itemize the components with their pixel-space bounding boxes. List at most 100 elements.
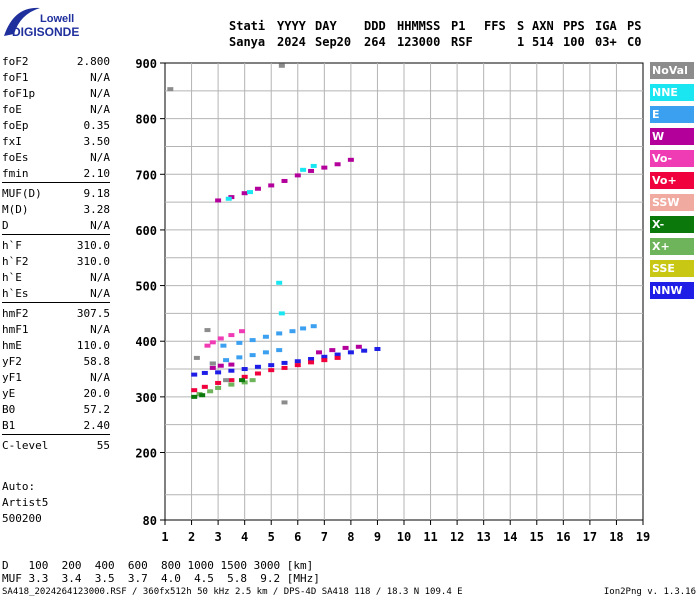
param-row: foF1 N/A xyxy=(2,71,110,87)
param-value: 58.8 xyxy=(83,355,111,368)
param-row: foEs N/A xyxy=(2,151,110,167)
echo-point xyxy=(204,328,211,333)
param-name: M(D) xyxy=(2,203,29,216)
param-row: h`E N/A xyxy=(2,271,110,287)
param-name: yF2 xyxy=(2,355,22,368)
legend-item: NNE xyxy=(650,84,694,101)
echo-point xyxy=(228,333,235,338)
echo-point xyxy=(294,363,301,368)
param-name: h`F2 xyxy=(2,255,29,268)
echo-point xyxy=(225,196,232,201)
echo-point xyxy=(228,362,235,367)
param-name: C-level xyxy=(2,439,49,452)
legend-item: NNW xyxy=(650,282,694,299)
header-label-7: S xyxy=(517,19,525,33)
param-value: 3.28 xyxy=(83,203,111,216)
param-name: yE xyxy=(2,387,16,400)
echo-point xyxy=(316,350,323,355)
x-tick-label: 17 xyxy=(583,530,597,544)
param-name: D xyxy=(2,219,9,232)
logo-swoosh-icon xyxy=(4,7,40,36)
echo-point xyxy=(220,343,227,348)
param-value: 9.18 xyxy=(83,187,111,200)
footer-version: Ion2Png v. 1.3.16 xyxy=(603,587,696,597)
auto-line: Auto: xyxy=(2,480,36,493)
echo-point xyxy=(300,167,307,172)
echo-point xyxy=(241,380,248,385)
x-tick-label: 2 xyxy=(188,530,195,544)
echo-point xyxy=(209,361,216,366)
param-value: 55 xyxy=(96,439,110,452)
param-separator xyxy=(2,302,110,303)
echo-point xyxy=(199,393,206,398)
echo-point xyxy=(228,368,235,373)
param-name: foEs xyxy=(2,151,29,164)
echo-point xyxy=(262,334,269,339)
header-value-9: 100 xyxy=(563,35,585,49)
param-name: foF2 xyxy=(2,55,29,68)
param-row: h`F2 310.0 xyxy=(2,255,110,271)
echo-point xyxy=(278,63,285,68)
param-name: foF1 xyxy=(2,71,29,84)
param-row: foEp 0.35 xyxy=(2,119,110,135)
param-value: 110.0 xyxy=(76,339,110,352)
param-name: B1 xyxy=(2,419,16,432)
param-name: fxI xyxy=(2,135,22,148)
echo-point xyxy=(249,338,256,343)
header-label-5: P1 xyxy=(451,19,466,33)
param-name: hmF1 xyxy=(2,323,29,336)
y-tick-label: 800 xyxy=(135,113,157,127)
param-value: 0.35 xyxy=(83,119,111,132)
echo-point xyxy=(249,353,256,358)
header-label-4: HHMMSS xyxy=(397,19,441,33)
x-tick-label: 8 xyxy=(347,530,354,544)
legend-item: X- xyxy=(650,216,694,233)
param-name: hmE xyxy=(2,339,22,352)
param-value: 57.2 xyxy=(83,403,111,416)
header-value-3: 264 xyxy=(364,35,386,49)
auto-line: Artist5 xyxy=(2,496,49,509)
echo-point xyxy=(281,365,288,370)
echo-point xyxy=(310,324,317,329)
param-row: C-level 55 xyxy=(2,439,110,455)
param-value: 307.5 xyxy=(76,307,110,320)
echo-point xyxy=(193,355,200,360)
header-label-8: AXN xyxy=(532,19,554,33)
header-value-0: Sanya xyxy=(229,35,266,49)
echo-point xyxy=(310,163,317,168)
echo-point xyxy=(342,345,349,350)
legend-item: E xyxy=(650,106,694,123)
param-value: 2.10 xyxy=(83,167,111,180)
param-row: foF2 2.800 xyxy=(2,55,110,71)
muf-d-label: D xyxy=(2,559,9,572)
param-name: yF1 xyxy=(2,371,22,384)
muf-unit: [MHz] xyxy=(286,572,320,585)
muf-d-values: 100 200 400 600 800 1000 1500 3000 xyxy=(28,559,281,572)
footer-file-info: SA418_2024264123000.RSF / 360fx512h 50 k… xyxy=(2,587,463,597)
echo-point xyxy=(276,348,283,353)
y-tick-label: 200 xyxy=(135,447,157,461)
param-row: MUF(D) 9.18 xyxy=(2,187,110,203)
echo-point xyxy=(191,394,198,399)
header-value-4: 123000 xyxy=(397,35,441,49)
echo-point xyxy=(355,344,362,349)
echo-point xyxy=(241,191,248,196)
echo-point xyxy=(281,178,288,183)
echo-point xyxy=(321,165,328,170)
param-row: hmF2 307.5 xyxy=(2,307,110,323)
header-label-10: IGA xyxy=(595,19,617,33)
y-tick-label: 600 xyxy=(135,224,157,238)
echo-point xyxy=(236,340,243,345)
x-tick-label: 19 xyxy=(636,530,650,544)
param-value: N/A xyxy=(90,323,110,336)
param-name: hmF2 xyxy=(2,307,29,320)
param-value: 3.50 xyxy=(83,135,111,148)
param-value: N/A xyxy=(90,287,110,300)
echo-point xyxy=(334,355,341,360)
echo-point xyxy=(278,311,285,316)
echo-point xyxy=(223,378,230,383)
param-row: yF2 58.8 xyxy=(2,355,110,371)
param-row: yE 20.0 xyxy=(2,387,110,403)
legend-item: NoVal xyxy=(650,62,694,79)
